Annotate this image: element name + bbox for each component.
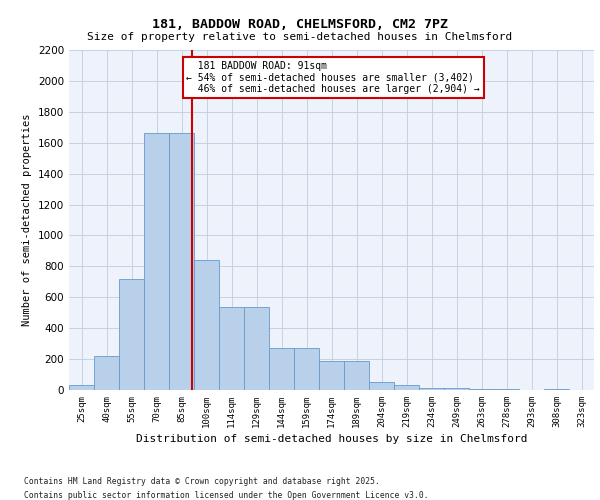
Bar (494, 389, 519, 390)
Bar (444, 388, 469, 390)
Bar (319, 362, 344, 390)
Bar (244, 306, 269, 390)
Text: 181 BADDOW ROAD: 91sqm
← 54% of semi-detached houses are smaller (3,402)
  46% o: 181 BADDOW ROAD: 91sqm ← 54% of semi-det… (187, 61, 480, 94)
Bar (219, 306, 244, 390)
Bar (144, 134, 169, 390)
Bar (544, 389, 569, 390)
Bar (194, 260, 219, 390)
Text: Size of property relative to semi-detached houses in Chelmsford: Size of property relative to semi-detach… (88, 32, 512, 42)
Text: Contains public sector information licensed under the Open Government Licence v3: Contains public sector information licen… (24, 491, 428, 500)
Bar (69, 386, 94, 390)
Text: 181, BADDOW ROAD, CHELMSFORD, CM2 7PZ: 181, BADDOW ROAD, CHELMSFORD, CM2 7PZ (152, 18, 448, 30)
Bar (369, 382, 394, 390)
Bar (269, 348, 294, 390)
Bar (394, 386, 419, 390)
X-axis label: Distribution of semi-detached houses by size in Chelmsford: Distribution of semi-detached houses by … (136, 434, 527, 444)
Bar (344, 362, 369, 390)
Text: Contains HM Land Registry data © Crown copyright and database right 2025.: Contains HM Land Registry data © Crown c… (24, 478, 380, 486)
Bar (469, 389, 494, 390)
Bar (169, 134, 194, 390)
Bar (419, 388, 444, 390)
Bar (294, 348, 319, 390)
Bar (94, 356, 119, 390)
Y-axis label: Number of semi-detached properties: Number of semi-detached properties (22, 114, 32, 326)
Bar (119, 278, 144, 390)
